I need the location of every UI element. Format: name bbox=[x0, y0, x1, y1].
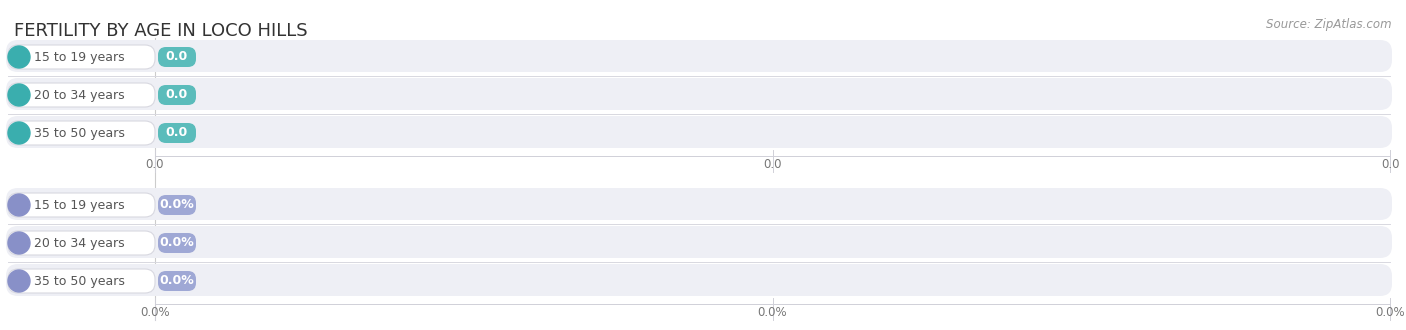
FancyBboxPatch shape bbox=[6, 116, 1392, 148]
FancyBboxPatch shape bbox=[6, 78, 1392, 110]
FancyBboxPatch shape bbox=[8, 231, 155, 255]
FancyBboxPatch shape bbox=[6, 264, 1392, 296]
Circle shape bbox=[8, 84, 30, 106]
Text: 0.0%: 0.0% bbox=[160, 275, 194, 287]
FancyBboxPatch shape bbox=[8, 83, 155, 107]
FancyBboxPatch shape bbox=[157, 233, 195, 253]
Text: 0.0%: 0.0% bbox=[1375, 306, 1405, 318]
Text: 0.0%: 0.0% bbox=[758, 306, 787, 318]
Text: 20 to 34 years: 20 to 34 years bbox=[34, 237, 125, 249]
Text: 0.0: 0.0 bbox=[166, 50, 188, 63]
Circle shape bbox=[8, 46, 30, 68]
FancyBboxPatch shape bbox=[157, 47, 195, 67]
Text: 0.0: 0.0 bbox=[166, 126, 188, 140]
Text: 15 to 19 years: 15 to 19 years bbox=[34, 199, 125, 212]
Circle shape bbox=[8, 122, 30, 144]
FancyBboxPatch shape bbox=[8, 121, 155, 145]
Text: 15 to 19 years: 15 to 19 years bbox=[34, 50, 125, 63]
Text: 20 to 34 years: 20 to 34 years bbox=[34, 88, 125, 102]
Text: 0.0: 0.0 bbox=[146, 157, 165, 171]
Circle shape bbox=[8, 270, 30, 292]
Text: 0.0: 0.0 bbox=[763, 157, 782, 171]
Text: 35 to 50 years: 35 to 50 years bbox=[34, 126, 125, 140]
FancyBboxPatch shape bbox=[8, 193, 155, 217]
FancyBboxPatch shape bbox=[157, 123, 195, 143]
Text: FERTILITY BY AGE IN LOCO HILLS: FERTILITY BY AGE IN LOCO HILLS bbox=[14, 22, 308, 40]
FancyBboxPatch shape bbox=[6, 40, 1392, 72]
Text: 0.0: 0.0 bbox=[1381, 157, 1399, 171]
FancyBboxPatch shape bbox=[157, 85, 195, 105]
FancyBboxPatch shape bbox=[8, 45, 155, 69]
Text: 0.0%: 0.0% bbox=[160, 199, 194, 212]
Text: Source: ZipAtlas.com: Source: ZipAtlas.com bbox=[1267, 18, 1392, 31]
FancyBboxPatch shape bbox=[6, 226, 1392, 258]
Text: 35 to 50 years: 35 to 50 years bbox=[34, 275, 125, 287]
FancyBboxPatch shape bbox=[157, 195, 195, 215]
Circle shape bbox=[8, 232, 30, 254]
FancyBboxPatch shape bbox=[6, 188, 1392, 220]
FancyBboxPatch shape bbox=[8, 269, 155, 293]
Circle shape bbox=[8, 194, 30, 216]
FancyBboxPatch shape bbox=[157, 271, 195, 291]
Text: 0.0%: 0.0% bbox=[141, 306, 170, 318]
Text: 0.0%: 0.0% bbox=[160, 237, 194, 249]
Text: 0.0: 0.0 bbox=[166, 88, 188, 102]
